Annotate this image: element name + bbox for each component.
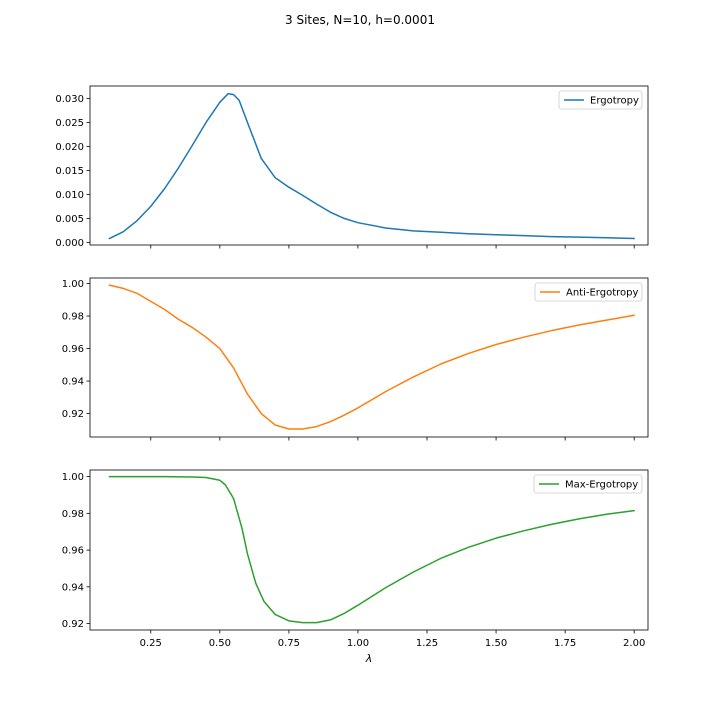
y-tick-label: 1.00 [62,279,84,290]
y-tick-label: 0.025 [55,118,84,129]
figure-title: 3 Sites, N=10, h=0.0001 [285,13,435,27]
y-tick-label: 0.015 [55,166,84,177]
y-tick-label: 0.96 [62,546,84,557]
x-tick-label: 1.25 [416,638,438,649]
series-line-ergotropy [108,92,635,240]
x-axis-label: λ [365,652,373,665]
series-line-max-ergotropy [108,475,635,624]
legend-label: Max-Ergotropy [565,480,638,491]
y-tick-label: 0.96 [62,344,84,355]
x-tick-label: 1.75 [554,638,576,649]
legend-box [534,282,643,302]
subplot-2: 0.92 0.94 0.96 0.98 1.00 Anti-Ergotropy [62,277,649,441]
axes-frame [89,277,649,438]
x-tick-label: 0.25 [140,638,162,649]
x-tick-label: 0.75 [278,638,300,649]
x-tick-label: 1.50 [485,638,507,649]
y-tick-label: 0.92 [62,409,84,420]
y-tick-label: 1.00 [62,472,84,483]
legend: Ergotropy [558,90,643,110]
legend-label: Anti-Ergotropy [566,288,638,299]
y-tick-label: 0.030 [55,94,84,105]
subplot-1: 0.000 0.005 0.010 0.015 0.020 0.025 0.030 Ergot… [55,85,649,249]
y-tick-label: 0.98 [62,509,84,520]
x-tick-label: 2.00 [623,638,645,649]
legend: Anti-Ergotropy [534,282,643,302]
legend-box [558,90,643,110]
y-tick-label: 0.98 [62,312,84,323]
subplot-3: 0.25 0.50 0.75 1.00 1.25 1.50 1.75 2.00 0.92 0.94… [62,469,649,649]
x-tick-label: 0.50 [209,638,231,649]
y-tick-label: 0.94 [62,582,84,593]
legend-label: Ergotropy [590,96,639,107]
legend-box [533,474,643,494]
subplots-container: 0.000 0.005 0.010 0.015 0.020 0.025 0.030 Ergot… [55,85,649,649]
y-tick-label: 0.010 [55,190,84,201]
y-tick-label: 0.000 [55,238,84,249]
series-line-anti-ergotropy [108,284,635,430]
legend: Max-Ergotropy [533,474,643,494]
axes-frame [89,85,649,246]
y-tick-label: 0.92 [62,619,84,630]
y-tick-label: 0.94 [62,377,84,388]
y-tick-label: 0.020 [55,142,84,153]
x-tick-label: 1.00 [347,638,369,649]
y-tick-label: 0.005 [55,214,84,225]
